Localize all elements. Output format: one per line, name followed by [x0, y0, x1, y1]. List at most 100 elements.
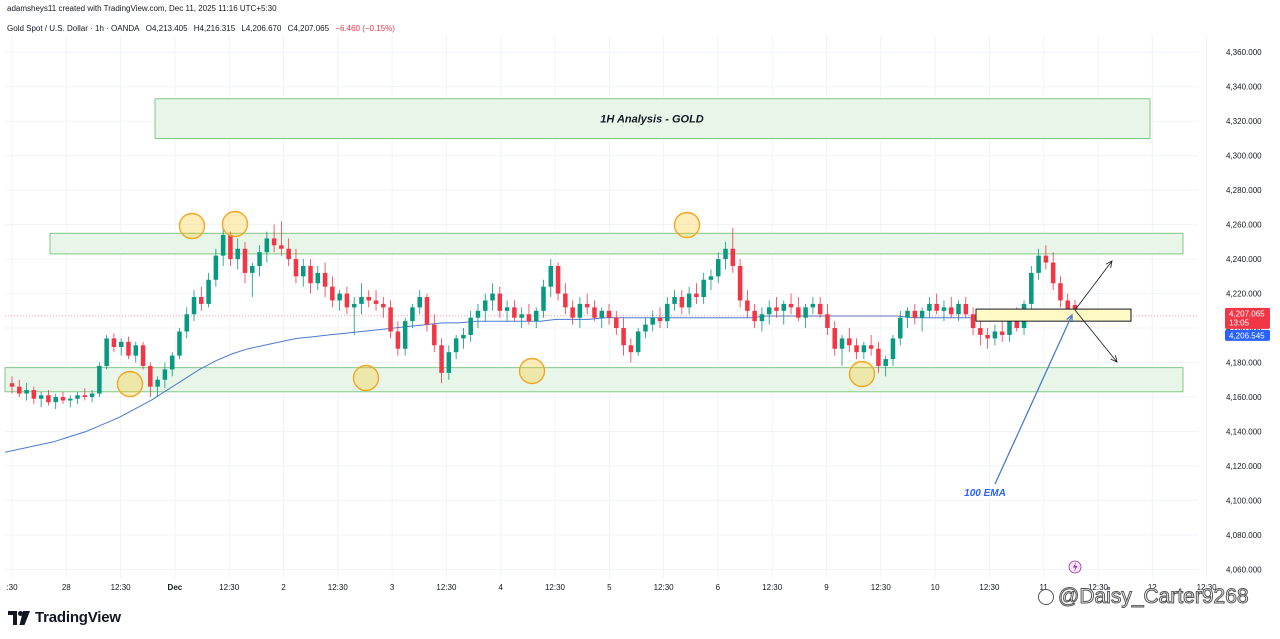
candle — [1058, 276, 1063, 308]
candle-body — [191, 297, 197, 315]
candle-body — [1043, 255, 1049, 263]
candle — [417, 290, 422, 315]
zones: 1H Analysis - GOLD — [4, 98, 1184, 393]
candle-body — [606, 310, 612, 318]
candle-body — [140, 345, 146, 366]
candle-body — [235, 248, 240, 260]
candle-body — [337, 293, 342, 301]
candle-body — [432, 324, 437, 346]
candle — [184, 307, 189, 339]
x-tick-label: 12:30 — [654, 583, 675, 592]
candle — [155, 376, 160, 397]
candle — [148, 362, 153, 397]
candle-body — [854, 345, 859, 353]
candle-body — [1007, 317, 1012, 335]
candle — [563, 283, 568, 315]
candle-body — [250, 265, 255, 273]
candle — [89, 390, 95, 403]
y-axis[interactable]: 4,060.000 4,080.000 4,100.000 4,120.000 4,14… — [1225, 48, 1270, 574]
y-tick-label: 4,300.000 — [1226, 152, 1262, 161]
resistance-zone — [49, 232, 1184, 255]
candle-body — [956, 303, 961, 315]
x-tick-label: Dec — [168, 583, 183, 592]
candle-body — [752, 310, 757, 322]
candle-body — [293, 259, 299, 277]
candle-body — [482, 300, 488, 311]
candle — [162, 362, 168, 389]
candle-body — [366, 297, 372, 301]
candle — [686, 286, 692, 315]
entry-zone-box — [975, 308, 1132, 322]
candle — [257, 245, 262, 277]
swing-point-marker — [221, 210, 249, 238]
candle-body — [563, 293, 568, 308]
candle-body — [97, 365, 102, 394]
candle — [708, 269, 714, 291]
candle-body — [737, 265, 743, 301]
candle-body — [701, 279, 706, 298]
candle-body — [781, 303, 787, 311]
candle-body — [584, 303, 590, 308]
bullish-projection-arrow-head — [1105, 260, 1113, 268]
candle — [694, 283, 699, 304]
x-tick-label: 12:30 — [111, 583, 132, 592]
created-by-line: adamsheys11 created with TradingView.com… — [7, 4, 277, 13]
x-tick-label: 12:30 — [219, 583, 240, 592]
annotations: 100 EMA — [116, 210, 1132, 574]
ohlc-high: H4,216.315 — [193, 24, 236, 33]
candle — [482, 293, 488, 322]
candle-body — [810, 303, 816, 308]
ema-layer — [4, 315, 1198, 453]
ema-pointer-arrow-head — [1066, 313, 1073, 323]
candle-body — [774, 307, 779, 311]
candle-body — [788, 303, 794, 308]
candle-body — [213, 255, 219, 280]
candle — [912, 303, 918, 325]
candle — [453, 334, 459, 360]
candle — [1036, 248, 1041, 280]
candle — [373, 290, 379, 311]
tradingview-logo[interactable]: TradingView — [8, 609, 121, 626]
tradingview-logo-text: TradingView — [35, 609, 121, 626]
x-axis[interactable]: :30 28 12:30 Dec 12:30 2 12:30 3 12:30 4 12:30 5 12:… — [6, 583, 1217, 592]
candle — [723, 241, 728, 270]
candle — [206, 272, 211, 308]
candle-body — [118, 341, 124, 348]
candle-body — [796, 307, 801, 318]
watermark: @Daisy_Carter9268 — [1038, 585, 1249, 609]
candle — [468, 310, 473, 342]
candle-body — [650, 317, 655, 325]
candle-body — [184, 314, 189, 332]
candle-body — [271, 238, 277, 246]
candle-body — [133, 345, 139, 356]
candle-body — [999, 331, 1005, 335]
symbol-legend[interactable]: Gold Spot / U.S. Dollar · 1h · OANDA O4,… — [7, 24, 399, 33]
y-tick-label: 4,220.000 — [1226, 290, 1262, 299]
candle — [526, 303, 532, 325]
candle-body — [635, 331, 641, 353]
candle — [810, 297, 816, 315]
candle — [847, 328, 852, 353]
candle-body — [759, 314, 765, 322]
candle-body — [439, 345, 444, 373]
candle — [1050, 252, 1056, 291]
candle — [293, 248, 299, 284]
candle — [82, 388, 88, 401]
candle-body — [206, 279, 211, 304]
candle — [126, 336, 131, 360]
candle — [308, 259, 313, 294]
lightning-icon-glyph — [1073, 562, 1078, 572]
x-tick-label: 12:30 — [545, 583, 566, 592]
candle — [235, 238, 240, 270]
candle-body — [694, 293, 699, 298]
y-tick-label: 4,320.000 — [1226, 117, 1262, 126]
candle — [490, 283, 495, 311]
candle-body — [519, 314, 524, 318]
candle — [60, 391, 66, 404]
candle-body — [1065, 300, 1070, 310]
candle-body — [817, 303, 823, 315]
candle — [796, 297, 801, 322]
candle — [104, 334, 109, 370]
candle-body — [468, 317, 473, 335]
